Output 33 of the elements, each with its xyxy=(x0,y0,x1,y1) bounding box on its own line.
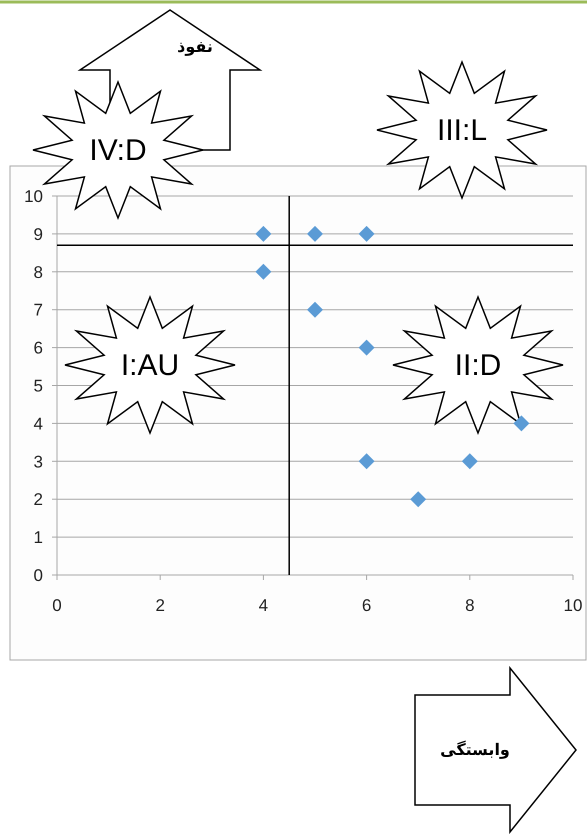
point xyxy=(307,226,323,242)
point xyxy=(358,340,375,356)
y-tick-label: 0 xyxy=(34,566,43,585)
y-tick-label: 3 xyxy=(34,452,43,472)
y-tick-label: 2 xyxy=(34,490,43,510)
point xyxy=(358,226,375,242)
x-tick-label: 4 xyxy=(258,596,268,615)
y-tick-label: 4 xyxy=(34,414,43,434)
point xyxy=(358,453,375,470)
annotation: II:D xyxy=(454,349,502,382)
point xyxy=(307,302,323,318)
point xyxy=(255,264,272,280)
y-tick-label: 9 xyxy=(34,224,43,244)
x-tick-label: 0 xyxy=(52,596,62,615)
text: وابستگی xyxy=(440,740,510,759)
y-tick-label: 10 xyxy=(24,187,43,206)
point xyxy=(513,415,530,432)
x-tick-label: 10 xyxy=(564,596,582,615)
text: نفوذ xyxy=(177,39,213,56)
y-tick-label: 8 xyxy=(34,262,43,282)
point xyxy=(410,491,426,508)
y-tick-label: 7 xyxy=(34,300,43,320)
point xyxy=(255,226,272,242)
y-tick-label: 1 xyxy=(34,528,43,548)
y-tick-label: 6 xyxy=(34,338,43,358)
x-tick-label: 8 xyxy=(465,596,475,615)
y-tick-label: 5 xyxy=(34,376,43,396)
point xyxy=(462,453,478,470)
x-tick-label: 6 xyxy=(362,596,372,615)
x-tick-label: 2 xyxy=(155,596,165,615)
text: IV:D xyxy=(89,134,147,167)
annotation: I:AU xyxy=(120,349,180,382)
text: III:L xyxy=(436,114,488,147)
